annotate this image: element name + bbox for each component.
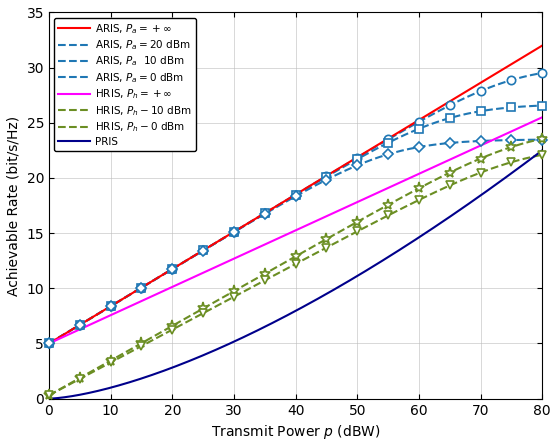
HRIS, $P_h = +\infty$ — [272, 237, 279, 242]
PRIS — [434, 223, 441, 228]
ARIS, $P_a\,\,$ 10 dBm — [525, 103, 531, 109]
ARIS, $P_a = 20$ dBm — [525, 73, 531, 78]
ARIS, $P_a = +\infty$ — [525, 52, 531, 57]
ARIS, $P_a = 20$ dBm — [434, 109, 441, 114]
Line: HRIS, $P_h - 10$ dBm: HRIS, $P_h - 10$ dBm — [49, 139, 542, 395]
Legend: ARIS, $P_a = +\infty$, ARIS, $P_a = 20$ dBm, ARIS, $P_a\,\,$ 10 dBm, ARIS, $P_a : ARIS, $P_a = +\infty$, ARIS, $P_a = 20$ … — [54, 17, 196, 151]
HRIS, $P_h = +\infty$ — [539, 115, 546, 120]
ARIS, $P_a = +\infty$ — [71, 326, 78, 331]
HRIS, $P_h - 0$ dBm — [434, 189, 441, 194]
HRIS, $P_h = +\infty$ — [71, 329, 78, 335]
HRIS, $P_h - 10$ dBm — [539, 136, 546, 142]
ARIS, $P_a = +\infty$ — [525, 52, 531, 57]
ARIS, $P_a\,\,$ 10 dBm — [286, 196, 292, 202]
HRIS, $P_h = +\infty$ — [525, 121, 531, 127]
HRIS, $P_h - 10$ dBm — [525, 139, 531, 145]
HRIS, $P_h - 0$ dBm — [286, 265, 292, 270]
Line: PRIS: PRIS — [49, 151, 542, 399]
HRIS, $P_h - 0$ dBm — [71, 379, 78, 384]
Line: ARIS, $P_a = 0$ dBm: ARIS, $P_a = 0$ dBm — [49, 140, 542, 344]
ARIS, $P_a\,\,$ 10 dBm — [539, 103, 546, 108]
ARIS, $P_a = +\infty$ — [539, 43, 546, 48]
HRIS, $P_h - 10$ dBm — [71, 379, 78, 384]
ARIS, $P_a = 0$ dBm — [272, 205, 279, 210]
ARIS, $P_a = 0$ dBm — [46, 341, 52, 346]
ARIS, $P_a = +\infty$ — [272, 204, 279, 209]
HRIS, $P_h - 0$ dBm — [525, 155, 531, 160]
HRIS, $P_h - 10$ dBm — [434, 176, 441, 181]
PRIS — [525, 159, 531, 164]
ARIS, $P_a = 20$ dBm — [525, 73, 531, 78]
ARIS, $P_a = +\infty$ — [434, 106, 441, 112]
ARIS, $P_a\,\,$ 10 dBm — [46, 341, 52, 346]
ARIS, $P_a = +\infty$ — [46, 341, 52, 346]
ARIS, $P_a = 0$ dBm — [539, 137, 546, 142]
ARIS, $P_a\,\,$ 10 dBm — [272, 204, 279, 209]
ARIS, $P_a = +\infty$ — [286, 196, 292, 201]
Line: HRIS, $P_h - 0$ dBm: HRIS, $P_h - 0$ dBm — [49, 155, 542, 395]
PRIS — [539, 148, 546, 153]
Line: ARIS, $P_a = 20$ dBm: ARIS, $P_a = 20$ dBm — [49, 73, 542, 344]
HRIS, $P_h = +\infty$ — [525, 121, 531, 126]
ARIS, $P_a\,\,$ 10 dBm — [434, 119, 441, 125]
HRIS, $P_h - 0$ dBm — [539, 152, 546, 157]
HRIS, $P_h - 10$ dBm — [286, 258, 292, 263]
Line: ARIS, $P_a = +\infty$: ARIS, $P_a = +\infty$ — [49, 46, 542, 344]
ARIS, $P_a = 20$ dBm — [46, 341, 52, 346]
HRIS, $P_h = +\infty$ — [46, 341, 52, 346]
HRIS, $P_h - 10$ dBm — [46, 392, 52, 398]
HRIS, $P_h = +\infty$ — [434, 163, 441, 168]
HRIS, $P_h - 0$ dBm — [46, 392, 52, 398]
HRIS, $P_h - 0$ dBm — [272, 272, 279, 277]
Line: HRIS, $P_h = +\infty$: HRIS, $P_h = +\infty$ — [49, 117, 542, 344]
ARIS, $P_a = 0$ dBm — [525, 137, 531, 142]
ARIS, $P_a = 0$ dBm — [525, 137, 531, 142]
Y-axis label: Achievable Rate (bit/s/Hz): Achievable Rate (bit/s/Hz) — [7, 116, 21, 296]
ARIS, $P_a = 20$ dBm — [71, 326, 78, 331]
ARIS, $P_a\,\,$ 10 dBm — [525, 103, 531, 109]
HRIS, $P_h - 10$ dBm — [272, 265, 279, 270]
PRIS — [71, 393, 78, 398]
PRIS — [525, 159, 531, 164]
HRIS, $P_h - 10$ dBm — [525, 139, 531, 145]
ARIS, $P_a = 20$ dBm — [539, 70, 546, 76]
PRIS — [272, 319, 279, 324]
PRIS — [286, 312, 292, 317]
ARIS, $P_a = 0$ dBm — [71, 326, 78, 331]
ARIS, $P_a = 20$ dBm — [286, 196, 292, 201]
HRIS, $P_h - 0$ dBm — [525, 155, 531, 160]
Line: ARIS, $P_a\,\,$ 10 dBm: ARIS, $P_a\,\,$ 10 dBm — [49, 106, 542, 344]
HRIS, $P_h = +\infty$ — [286, 231, 292, 236]
ARIS, $P_a = 0$ dBm — [286, 198, 292, 203]
ARIS, $P_a = 0$ dBm — [434, 142, 441, 147]
ARIS, $P_a = 20$ dBm — [272, 204, 279, 209]
ARIS, $P_a\,\,$ 10 dBm — [71, 326, 78, 331]
X-axis label: Transmit Power $p$ (dBW): Transmit Power $p$ (dBW) — [211, 423, 381, 441]
PRIS — [46, 396, 52, 401]
